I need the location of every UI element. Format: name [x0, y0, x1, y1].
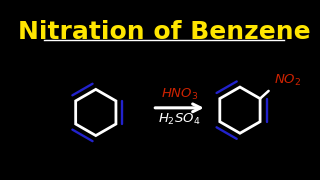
- Text: Nitration of Benzene: Nitration of Benzene: [18, 20, 310, 44]
- Polygon shape: [220, 87, 260, 133]
- Text: $H_2SO_4$: $H_2SO_4$: [158, 112, 201, 127]
- Text: $HNO_3$: $HNO_3$: [161, 87, 198, 102]
- Text: $NO_2$: $NO_2$: [274, 73, 301, 88]
- Polygon shape: [76, 89, 116, 136]
